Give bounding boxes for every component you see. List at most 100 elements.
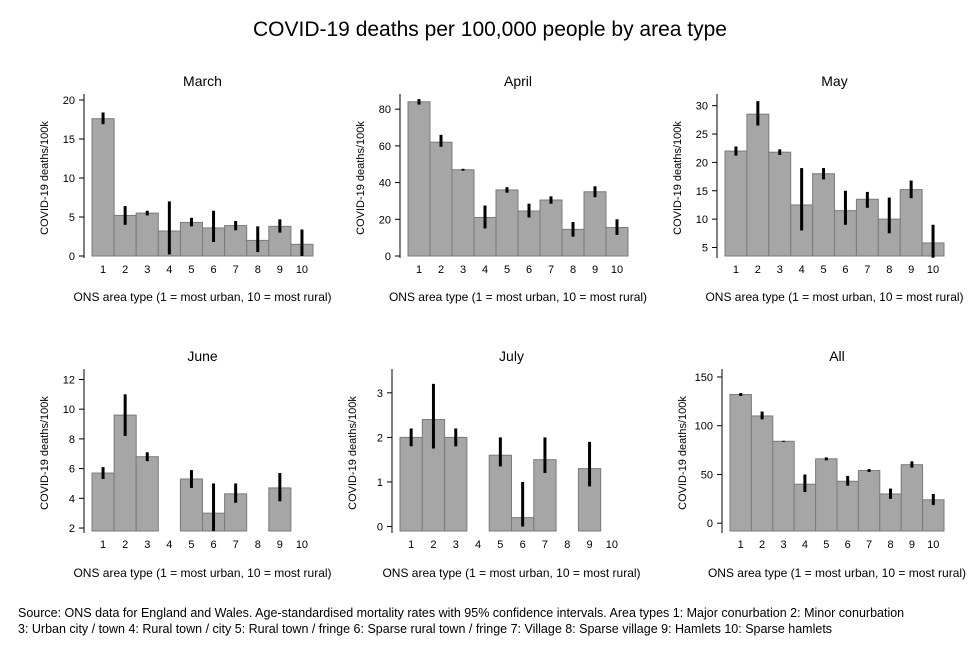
x-tick-label: 4 [475,539,481,551]
x-tick-label: 7 [233,264,239,276]
bar-area-8 [879,493,902,532]
y-tick-label: 60 [379,141,391,153]
bar-area-1 [91,472,115,532]
x-axis-label: ONS area type (1 = most urban, 10 = most… [73,290,331,304]
y-tick-label: 20 [696,157,708,169]
y-tick-label: 20 [63,95,75,107]
y-tick-label: 40 [379,178,391,190]
x-tick-label: 2 [438,264,444,276]
y-tick-label: 12 [63,374,75,386]
x-tick-label: 5 [820,264,826,276]
y-tick-label: 0 [707,518,713,530]
y-tick-label: 5 [69,212,75,224]
y-tick-label: 0 [377,522,383,534]
x-tick-label: 10 [927,539,939,551]
x-axis-label: ONS area type (1 = most urban, 10 = most… [382,566,640,580]
x-tick-label: 3 [453,539,459,551]
x-tick-label: 7 [864,264,870,276]
bar-area-5 [488,454,513,532]
x-tick-label: 10 [296,264,308,276]
bar-area-5 [812,173,835,257]
x-axis-label: ONS area type (1 = most urban, 10 = most… [73,566,331,580]
x-tick-label: 9 [592,264,598,276]
x-tick-label: 10 [611,264,623,276]
bar-area-1 [729,394,752,532]
x-tick-label: 1 [100,264,106,276]
x-tick-label: 4 [802,539,808,551]
x-tick-label: 9 [586,539,592,551]
y-tick-label: 2 [69,523,75,535]
bar-area-2 [750,415,774,532]
x-tick-label: 1 [733,264,739,276]
y-tick-label: 0 [69,251,75,263]
x-tick-label: 1 [738,539,744,551]
x-tick-label: 6 [845,539,851,551]
panel-title: March [183,73,222,89]
bar-area-3 [768,151,792,257]
y-tick-label: 100 [695,421,713,433]
x-tick-label: 7 [548,264,554,276]
x-tick-label: 9 [277,264,283,276]
x-tick-label: 8 [570,264,576,276]
y-tick-label: 5 [702,242,708,254]
x-tick-label: 2 [755,264,761,276]
x-tick-label: 9 [277,539,283,551]
x-axis-label: ONS area type (1 = most urban, 10 = most… [389,290,647,304]
x-tick-label: 1 [100,539,106,551]
y-tick-label: 25 [696,129,708,141]
x-tick-label: 6 [210,539,216,551]
panel-title: April [504,73,532,89]
y-tick-label: 20 [379,214,391,226]
x-tick-label: 8 [564,539,570,551]
x-tick-label: 5 [497,539,503,551]
x-tick-label: 5 [504,264,510,276]
x-tick-label: 7 [542,539,548,551]
x-tick-label: 3 [777,264,783,276]
x-tick-label: 4 [799,264,805,276]
y-tick-label: 80 [379,104,391,116]
bar-area-5 [179,221,203,257]
x-axis-label: ONS area type (1 = most urban, 10 = most… [705,290,963,304]
bar-area-3 [451,169,475,257]
y-axis-label: COVID-19 deaths/100k [39,396,51,510]
x-axis-label: ONS area type (1 = most urban, 10 = most… [708,566,966,580]
panel-title: All [829,348,845,364]
x-tick-label: 4 [166,539,172,551]
bar-area-3 [444,436,468,532]
x-tick-label: 7 [866,539,872,551]
bar-area-2 [429,141,453,257]
y-axis-label: COVID-19 deaths/100k [677,396,689,510]
x-tick-label: 1 [408,539,414,551]
x-tick-label: 9 [908,264,914,276]
bar-area-9 [900,464,924,532]
x-tick-label: 8 [255,539,261,551]
bar-area-9 [899,189,923,257]
y-axis-label: COVID-19 deaths/100k [347,396,359,510]
y-tick-label: 30 [696,101,708,113]
x-tick-label: 6 [842,264,848,276]
y-tick-label: 15 [63,134,75,146]
y-tick-label: 6 [69,464,75,476]
x-tick-label: 1 [416,264,422,276]
y-tick-label: 1 [377,477,383,489]
y-tick-label: 150 [695,372,713,384]
y-tick-label: 0 [385,251,391,263]
y-tick-label: 50 [701,469,713,481]
bar-area-3 [772,440,795,532]
y-axis-label: COVID-19 deaths/100k [39,121,51,235]
bar-area-1 [407,101,431,257]
x-tick-label: 6 [526,264,532,276]
x-tick-label: 9 [909,539,915,551]
bar-area-2 [746,113,770,257]
y-tick-label: 2 [377,432,383,444]
panel-title: July [499,348,524,364]
bar-area-1 [724,150,748,257]
x-tick-label: 7 [233,539,239,551]
x-tick-label: 6 [520,539,526,551]
source-caption-line-1: Source: ONS data for England and Wales. … [18,606,905,620]
bar-area-3 [135,212,159,257]
x-tick-label: 10 [927,264,939,276]
y-tick-label: 3 [377,388,383,400]
y-tick-label: 4 [69,493,75,505]
